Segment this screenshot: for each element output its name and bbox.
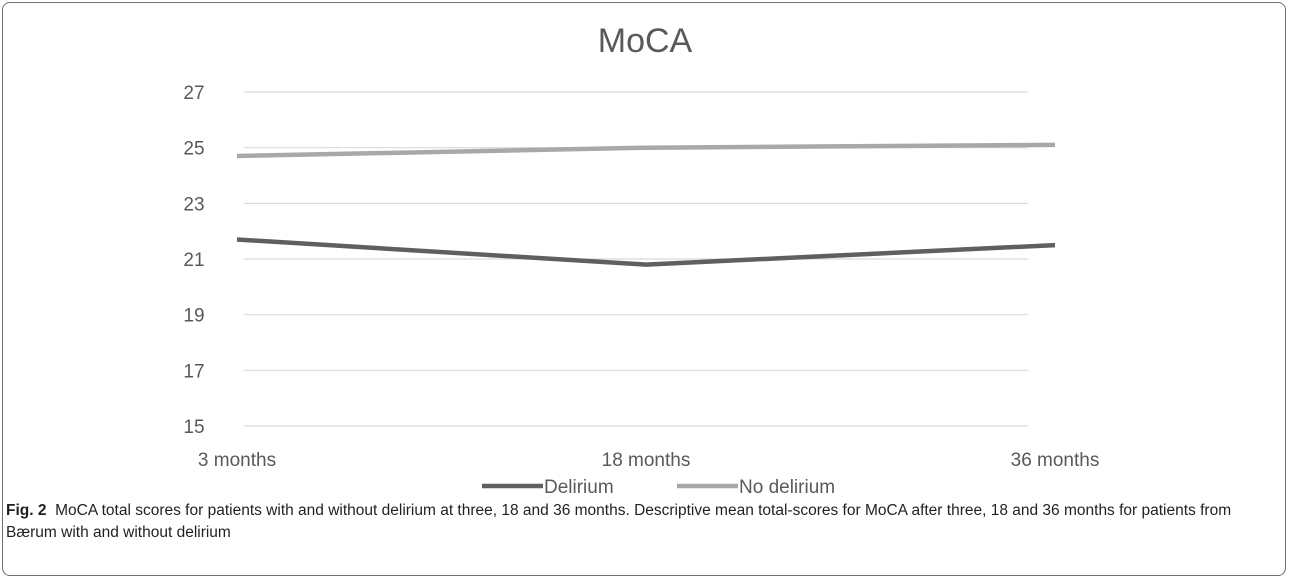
line-chart: MoCA 15 17 19 21 23 25 27 3 months 18 months 36 … [183, 22, 1099, 498]
y-tick-label: 27 [183, 83, 204, 104]
chart-title: MoCA [598, 22, 693, 60]
legend-label: No delirium [739, 477, 835, 498]
caption-text: MoCA total scores for patients with and … [6, 502, 1232, 541]
y-tick-label: 15 [183, 417, 204, 438]
y-tick-label: 25 [183, 139, 204, 160]
caption-label: Fig. 2 [6, 502, 47, 519]
figure-frame [2, 2, 1286, 576]
series-line-no-delirium [236, 142, 1056, 159]
gridlines [244, 91, 1028, 427]
legend: Delirium No delirium [482, 477, 835, 498]
y-tick-label: 23 [183, 194, 204, 215]
y-tick-label: 19 [183, 306, 204, 327]
x-tick-label: 18 months [602, 450, 691, 471]
legend-item: No delirium [677, 477, 835, 498]
series-line-delirium [236, 237, 1056, 267]
y-tick-label: 17 [183, 361, 204, 382]
figure-caption: Fig. 2 MoCA total scores for patients wi… [6, 500, 1276, 544]
series-lines [236, 142, 1056, 267]
y-tick-label: 21 [183, 250, 204, 271]
legend-label: Delirium [544, 477, 614, 498]
x-tick-label: 3 months [198, 450, 276, 471]
legend-item: Delirium [482, 477, 614, 498]
x-axis-ticks: 3 months 18 months 36 months [198, 450, 1099, 471]
x-tick-label: 36 months [1011, 450, 1100, 471]
y-axis-ticks: 15 17 19 21 23 25 27 [183, 83, 204, 438]
